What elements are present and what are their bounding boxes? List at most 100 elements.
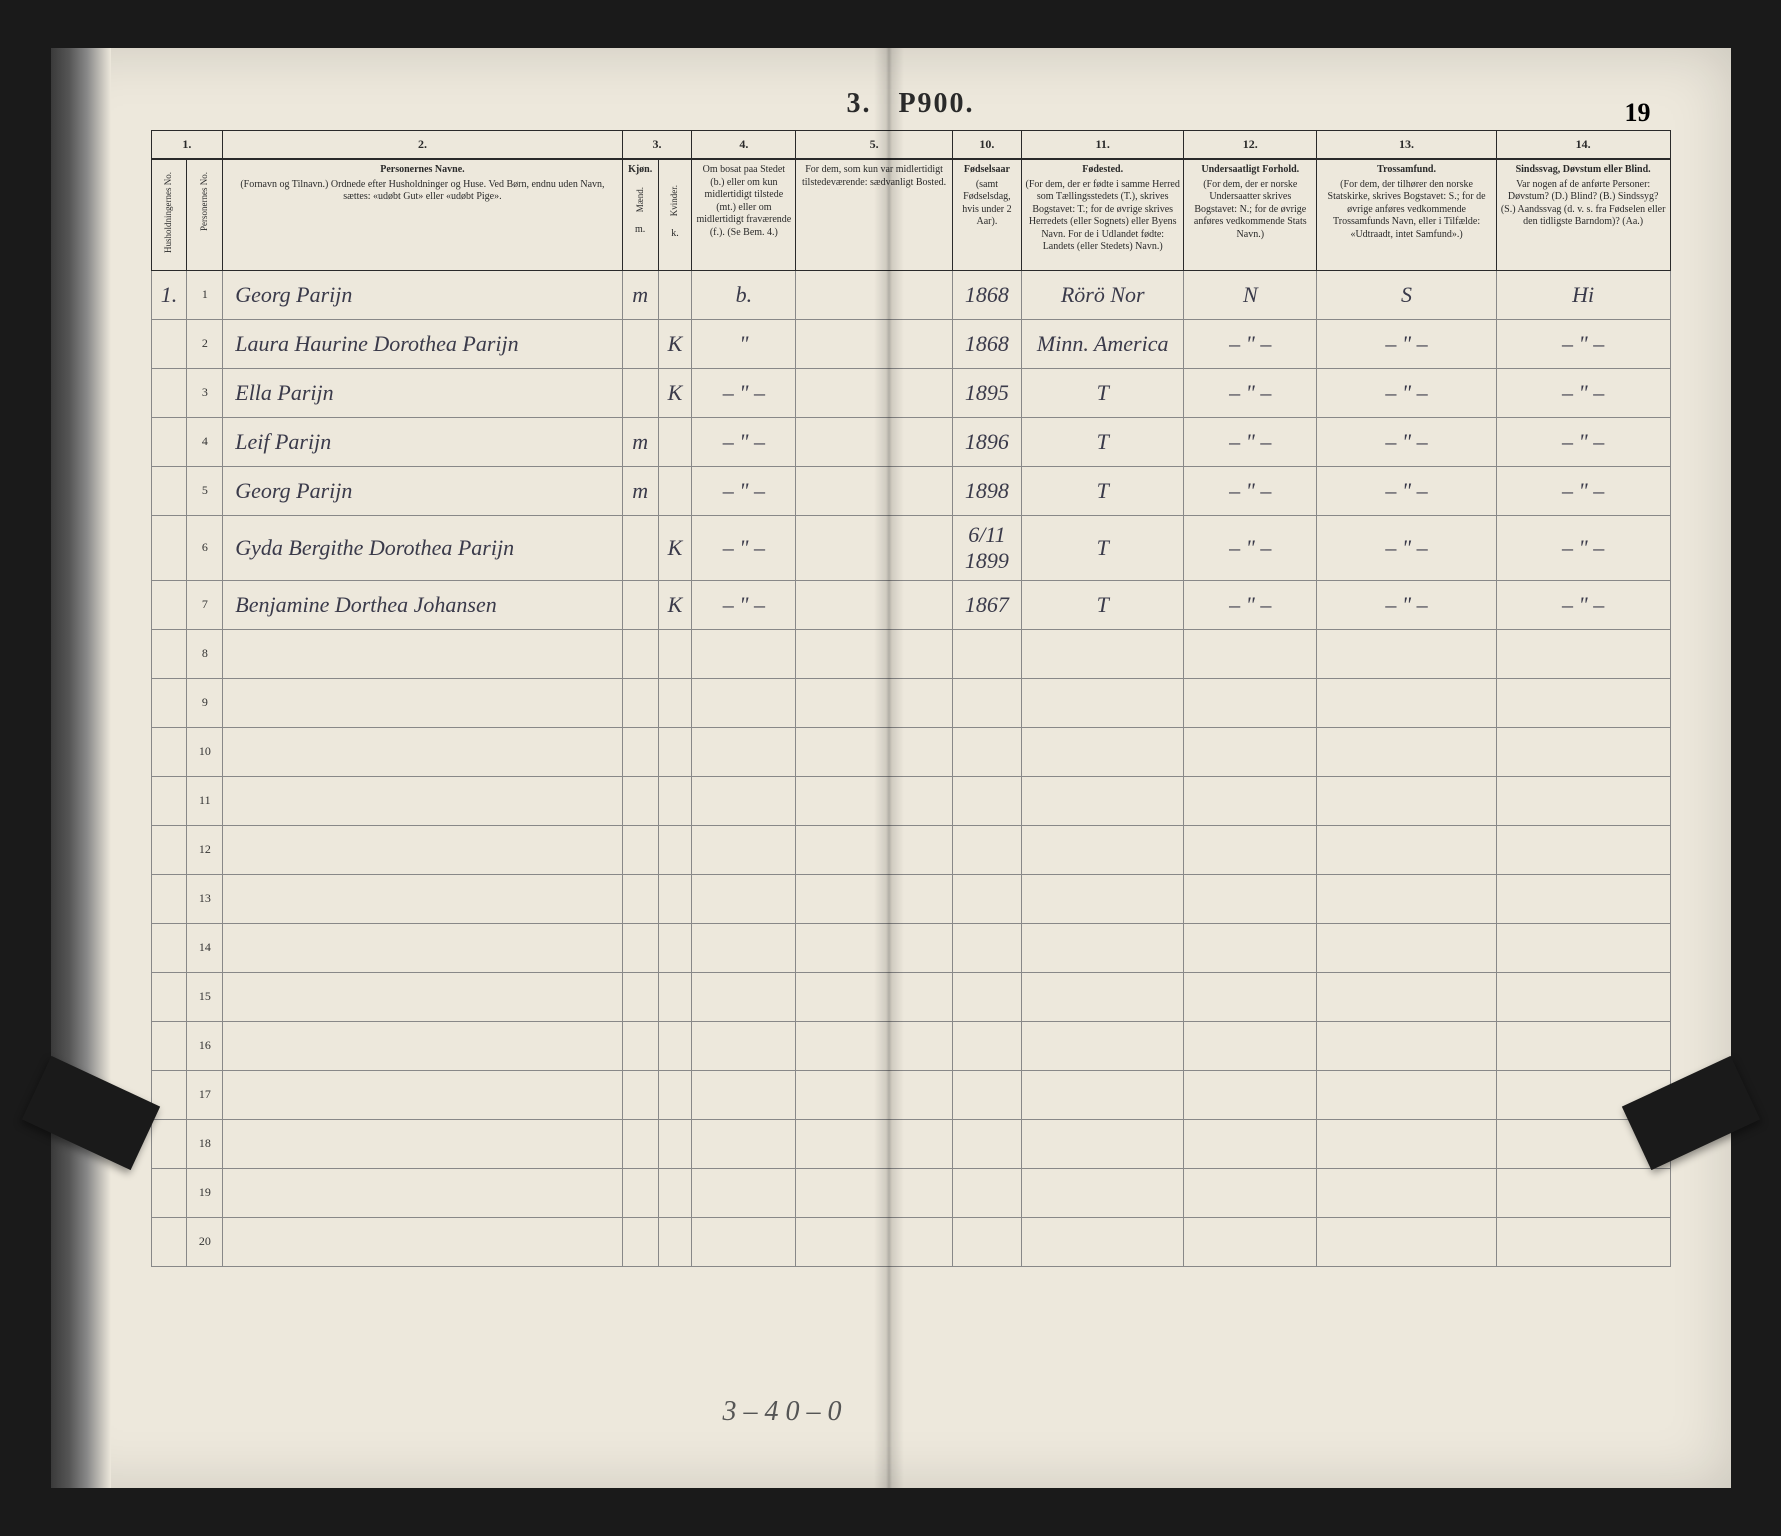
cell-faith (1317, 1217, 1496, 1266)
cell-name (223, 923, 622, 972)
cell-person-num: 17 (187, 1070, 223, 1119)
cell-birthplace: T (1022, 368, 1184, 417)
cell-disability: – " – (1496, 515, 1670, 580)
cell-name (223, 1217, 622, 1266)
cell-name (223, 1119, 622, 1168)
cell-person-num: 19 (187, 1168, 223, 1217)
cell-person-num: 20 (187, 1217, 223, 1266)
cell-household (151, 629, 187, 678)
cell-disability (1496, 1217, 1670, 1266)
cell-name: Gyda Bergithe Dorothea Parijn (223, 515, 622, 580)
cell-name (223, 629, 622, 678)
cell-household (151, 678, 187, 727)
cell-name: Leif Parijn (223, 417, 622, 466)
col5-heading: For dem, som kun var midlertidigt tilste… (796, 159, 952, 270)
cell-resident: – " – (692, 368, 796, 417)
cell-subject (1184, 1168, 1317, 1217)
cell-gender-m: m (622, 270, 658, 319)
cell-person-num: 3 (187, 368, 223, 417)
cell-usual (796, 1168, 952, 1217)
cell-resident: – " – (692, 515, 796, 580)
cell-birthyear: 1898 (952, 466, 1021, 515)
cell-gender-k (658, 776, 692, 825)
cell-gender-k: K (658, 368, 692, 417)
cell-gender-m (622, 368, 658, 417)
cell-household (151, 1217, 187, 1266)
cell-subject (1184, 1021, 1317, 1070)
cell-birthplace: T (1022, 417, 1184, 466)
cell-resident (692, 825, 796, 874)
cell-faith (1317, 1070, 1496, 1119)
cell-birthyear (952, 629, 1021, 678)
cell-subject: – " – (1184, 319, 1317, 368)
cell-usual (796, 825, 952, 874)
cell-usual (796, 1119, 952, 1168)
cell-birthyear: 1895 (952, 368, 1021, 417)
colnum-4: 4. (692, 131, 796, 160)
table-row-blank: 10 (151, 727, 1670, 776)
cell-household (151, 825, 187, 874)
table-row: 7Benjamine Dorthea JohansenK– " –1867T– … (151, 580, 1670, 629)
table-row: 2Laura Haurine Dorothea ParijnK"1868Minn… (151, 319, 1670, 368)
census-table: 1. 2. 3. 4. 5. 10. 11. 12. 13. 14. Husho… (151, 130, 1671, 1267)
cell-subject (1184, 629, 1317, 678)
cell-birthplace: Minn. America (1022, 319, 1184, 368)
table-row: 6Gyda Bergithe Dorothea ParijnK– " –6/11… (151, 515, 1670, 580)
cell-gender-k (658, 678, 692, 727)
table-row-blank: 19 (151, 1168, 1670, 1217)
cell-birthyear (952, 825, 1021, 874)
cell-disability (1496, 874, 1670, 923)
cell-usual (796, 1217, 952, 1266)
cell-subject: – " – (1184, 466, 1317, 515)
cell-gender-m (622, 972, 658, 1021)
cell-disability (1496, 923, 1670, 972)
cell-resident (692, 678, 796, 727)
cell-person-num: 14 (187, 923, 223, 972)
book-spine (51, 48, 111, 1488)
cell-birthplace (1022, 972, 1184, 1021)
cell-resident: – " – (692, 466, 796, 515)
cell-birthplace (1022, 1217, 1184, 1266)
cell-disability (1496, 678, 1670, 727)
col10-heading: Fødselsaar (samt Fødselsdag, hvis under … (952, 159, 1021, 270)
cell-household (151, 368, 187, 417)
cell-birthyear: 6/11 1899 (952, 515, 1021, 580)
colnum-5: 5. (796, 131, 952, 160)
cell-resident: – " – (692, 580, 796, 629)
col1-sub1: Husholdningernes No. (151, 159, 187, 270)
cell-birthyear (952, 1168, 1021, 1217)
colnum-10: 10. (952, 131, 1021, 160)
table-row-blank: 17 (151, 1070, 1670, 1119)
cell-resident (692, 1021, 796, 1070)
cell-gender-m (622, 825, 658, 874)
cell-faith (1317, 678, 1496, 727)
cell-usual (796, 515, 952, 580)
cell-subject (1184, 1070, 1317, 1119)
cell-gender-k (658, 727, 692, 776)
cell-person-num: 8 (187, 629, 223, 678)
cell-subject (1184, 923, 1317, 972)
cell-disability: – " – (1496, 319, 1670, 368)
cell-person-num: 18 (187, 1119, 223, 1168)
cell-name (223, 874, 622, 923)
cell-gender-k (658, 417, 692, 466)
cell-gender-k (658, 1021, 692, 1070)
cell-name: Georg Parijn (223, 466, 622, 515)
cell-disability (1496, 825, 1670, 874)
cell-name (223, 1070, 622, 1119)
cell-name: Benjamine Dorthea Johansen (223, 580, 622, 629)
cell-faith (1317, 825, 1496, 874)
cell-disability (1496, 1021, 1670, 1070)
cell-household (151, 466, 187, 515)
cell-birthplace (1022, 1021, 1184, 1070)
cell-birthplace (1022, 874, 1184, 923)
cell-person-num: 4 (187, 417, 223, 466)
cell-disability (1496, 972, 1670, 1021)
cell-faith (1317, 1021, 1496, 1070)
cell-disability (1496, 1168, 1670, 1217)
cell-disability: Hi (1496, 270, 1670, 319)
col11-heading: Fødested. (For dem, der er fødte i samme… (1022, 159, 1184, 270)
cell-name (223, 1021, 622, 1070)
cell-household (151, 972, 187, 1021)
cell-person-num: 7 (187, 580, 223, 629)
